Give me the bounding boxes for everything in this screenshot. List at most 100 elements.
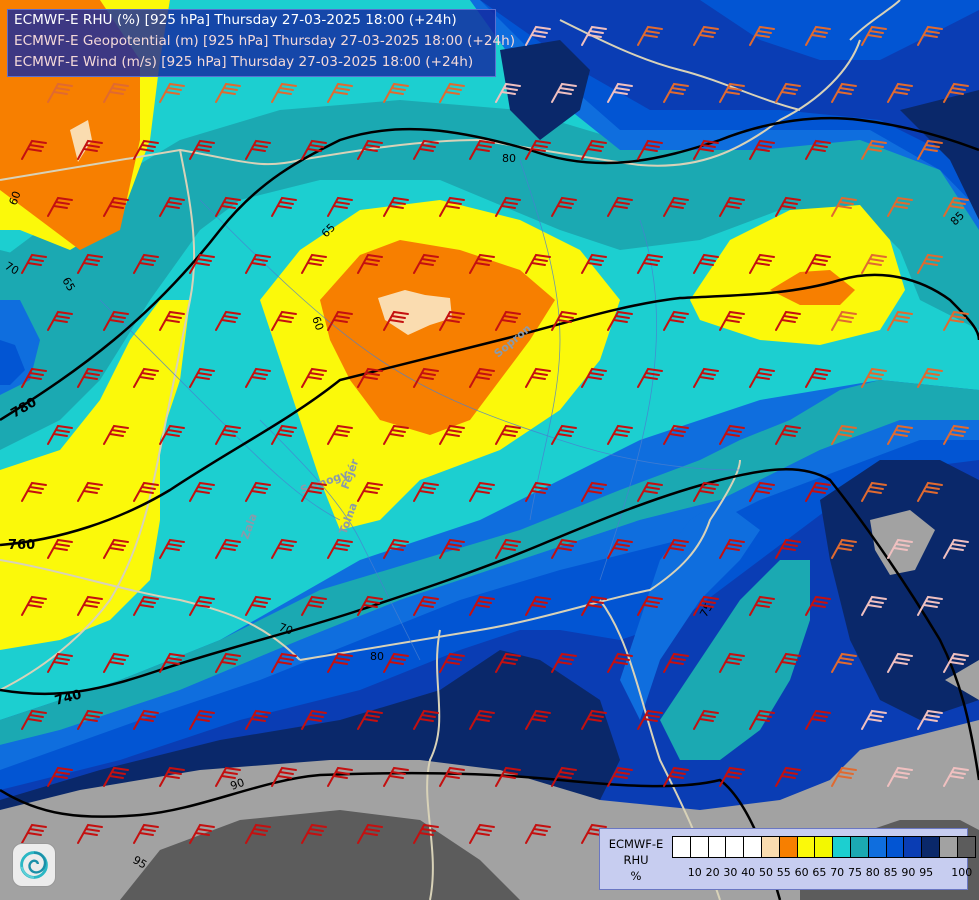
- legend-tick-label: 75: [848, 866, 862, 879]
- wind-barb: [663, 82, 689, 103]
- wind-barb: [775, 424, 801, 445]
- wind-barb: [581, 481, 607, 502]
- rhu-75-band: [0, 100, 979, 450]
- wind-barb: [245, 253, 271, 274]
- rhu-legend: ECMWF-E RHU % 10 20 30 40 50 55 60 65 70 75 80 85 90…: [599, 828, 976, 890]
- wind-barb: [245, 481, 271, 502]
- wind-barb: [271, 766, 297, 787]
- wind-barb: [215, 310, 241, 331]
- wind-barb: [551, 310, 577, 331]
- wind-barb: [357, 823, 383, 844]
- wind-barb: [719, 310, 745, 331]
- legend-tick-label: 40: [741, 866, 756, 879]
- wind-barb: [413, 823, 439, 844]
- legend-swatch: [814, 836, 834, 858]
- wind-barb: [21, 481, 47, 502]
- wind-barb: [581, 25, 607, 46]
- rhu-label-c: 70: [3, 259, 22, 277]
- legend-tick-label: 70: [830, 866, 845, 879]
- wind-barb: [245, 595, 271, 616]
- wind-barb: [775, 82, 801, 103]
- label-740: 740: [53, 687, 83, 709]
- legend-swatch: [672, 836, 691, 858]
- wind-barb: [189, 367, 215, 388]
- legend-swatch: [778, 836, 798, 858]
- wind-barb: [917, 139, 943, 160]
- wind-barb: [749, 253, 775, 274]
- wind-barb: [189, 709, 215, 730]
- legend-swatch: [938, 836, 958, 858]
- wind-barb: [719, 766, 745, 787]
- wind-barb: [21, 709, 47, 730]
- wind-barb: [663, 196, 689, 217]
- wind-barb: [831, 196, 857, 217]
- wind-barb: [383, 310, 409, 331]
- wind-barb: [551, 538, 577, 559]
- wind-barbs: [21, 25, 969, 844]
- wind-barb: [413, 481, 439, 502]
- wind-barb: [551, 424, 577, 445]
- wind-barb: [271, 310, 297, 331]
- wind-barb: [663, 310, 689, 331]
- wind-barb: [215, 538, 241, 559]
- legend-swatch: [689, 836, 709, 858]
- wind-barb: [831, 82, 857, 103]
- wind-barb: [693, 139, 719, 160]
- wind-barb: [861, 253, 887, 274]
- wind-barb: [693, 481, 719, 502]
- wind-barb: [383, 196, 409, 217]
- wind-barb: [495, 310, 521, 331]
- wind-barb: [525, 709, 551, 730]
- wind-barb: [301, 595, 327, 616]
- wind-barb: [439, 652, 465, 673]
- wind-barb: [47, 652, 73, 673]
- wind-barb: [607, 538, 633, 559]
- wind-barb: [301, 823, 327, 844]
- wind-barb: [917, 25, 943, 46]
- wind-barb: [525, 25, 551, 46]
- wind-barb: [831, 538, 857, 559]
- wind-barb: [327, 652, 353, 673]
- legend-tick-label: 100: [951, 866, 973, 879]
- wind-barb: [887, 82, 913, 103]
- wind-barb: [103, 766, 129, 787]
- wind-barb: [749, 367, 775, 388]
- wind-barb: [693, 253, 719, 274]
- wind-barb: [663, 766, 689, 787]
- wind-barb: [861, 367, 887, 388]
- wind-barb: [301, 367, 327, 388]
- wind-barb: [103, 310, 129, 331]
- wind-barb: [439, 196, 465, 217]
- wind-barb: [637, 253, 663, 274]
- wind-barb: [495, 538, 521, 559]
- rhu-label-k: 95: [131, 853, 150, 871]
- wind-barb: [21, 595, 47, 616]
- wind-barb: [943, 310, 969, 331]
- wind-barb: [581, 139, 607, 160]
- wind-barb: [581, 253, 607, 274]
- wind-barb: [495, 82, 521, 103]
- wind-barb: [861, 139, 887, 160]
- wind-barb: [189, 481, 215, 502]
- wind-barb: [215, 424, 241, 445]
- wind-barb: [581, 595, 607, 616]
- wind-barb: [749, 595, 775, 616]
- wind-barb: [495, 766, 521, 787]
- wind-barb: [805, 595, 831, 616]
- wind-barb: [943, 766, 969, 787]
- wind-barb: [525, 367, 551, 388]
- wind-barb: [215, 82, 241, 103]
- wind-barb: [47, 538, 73, 559]
- wind-barb: [47, 82, 73, 103]
- wind-barb: [327, 766, 353, 787]
- legend-swatch: [885, 836, 905, 858]
- wind-barb: [103, 538, 129, 559]
- wind-barb: [693, 595, 719, 616]
- wind-barb: [103, 196, 129, 217]
- legend-tick-label: 65: [812, 866, 827, 879]
- legend-tick-label: 90: [901, 866, 916, 879]
- wind-barb: [215, 196, 241, 217]
- wind-barb: [77, 367, 103, 388]
- legend-swatch: [903, 836, 923, 858]
- wind-barb: [719, 424, 745, 445]
